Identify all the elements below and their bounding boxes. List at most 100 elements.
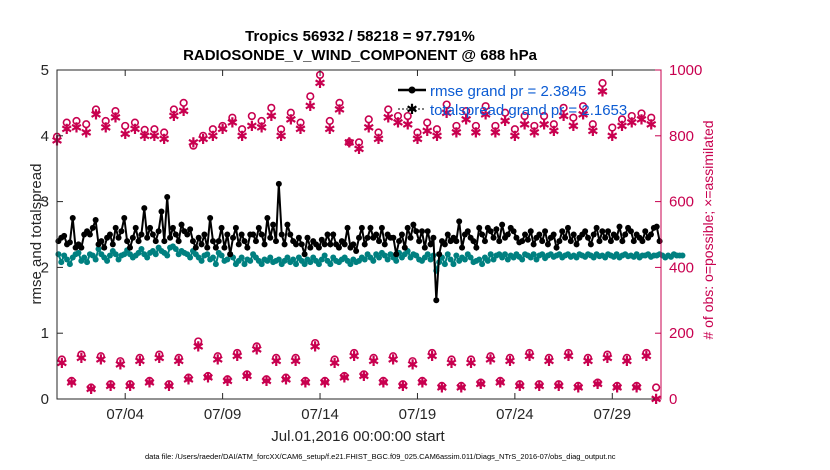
obs-possible-point — [164, 380, 174, 389]
rmse-point — [109, 241, 116, 248]
rmse-point — [356, 234, 362, 241]
rmse-point — [284, 221, 291, 228]
obs-assimilated-point: ✱ — [538, 117, 550, 133]
rmse-point — [647, 231, 654, 238]
rmse-point — [92, 217, 99, 224]
spread-point — [92, 256, 99, 263]
obs-assimilated-point: ✱ — [582, 354, 594, 370]
obs-assimilated-point: ✱ — [504, 354, 516, 370]
obs-possible-point — [559, 103, 568, 112]
obs-assimilated-point: ✱ — [650, 392, 662, 408]
spread-point — [293, 261, 300, 268]
rmse-point — [590, 231, 597, 238]
obs-possible-point — [364, 115, 373, 124]
obs-possible-point — [291, 353, 300, 362]
rmse-point — [204, 244, 211, 251]
obs-possible-point — [617, 115, 627, 124]
rmse-point — [135, 238, 142, 245]
rmse-point — [121, 215, 128, 222]
y-tick-label: 4 — [41, 128, 49, 145]
obs-possible-point — [286, 108, 295, 117]
obs-possible-point — [301, 376, 310, 386]
obs-assimilated-point: ✱ — [616, 119, 628, 135]
obs-possible-point — [72, 116, 81, 126]
rmse-point — [559, 228, 566, 235]
obs-possible-point — [350, 348, 359, 358]
rmse-point — [221, 244, 228, 251]
obs-possible-point — [359, 370, 368, 379]
x-tick-label: 07/14 — [301, 406, 339, 423]
rmse-point — [155, 228, 162, 235]
x-tick-label: 07/09 — [204, 406, 242, 423]
obs-possible-point — [335, 98, 344, 107]
obs-possible-point — [237, 125, 247, 134]
rmse-point — [275, 180, 282, 187]
rmse-point — [307, 244, 314, 251]
obs-possible-point — [218, 121, 227, 131]
spread-point — [424, 251, 431, 258]
rmse-point — [112, 224, 119, 231]
obs-assimilated-point: ✱ — [397, 379, 409, 395]
rmse-point — [418, 228, 425, 235]
rmse-point — [553, 244, 560, 251]
obs-assimilated-point: ✱ — [373, 132, 385, 148]
obs-possible-point — [632, 381, 641, 390]
spread-point — [218, 252, 225, 259]
rmse-point — [189, 238, 196, 245]
obs-assimilated-point: ✱ — [572, 380, 584, 396]
rmse-point — [656, 238, 663, 245]
obs-possible-point — [262, 375, 271, 384]
spread-point — [461, 256, 468, 263]
obs-possible-point — [140, 125, 149, 134]
obs-possible-point — [199, 131, 208, 140]
rmse-point — [252, 238, 259, 245]
obs-possible-point — [398, 380, 407, 389]
y-right-tick-label: 1000 — [669, 62, 702, 79]
obs-possible-point — [242, 370, 252, 379]
rmse-point — [542, 228, 549, 235]
rmse-point — [361, 241, 368, 248]
obs-possible-point — [96, 352, 105, 361]
obs-possible-point — [306, 92, 315, 101]
obs-assimilated-point: ✱ — [290, 354, 302, 370]
rmse-point — [272, 238, 279, 245]
obs-assimilated-point: ✱ — [377, 376, 389, 392]
obs-assimilated-point: ✱ — [339, 371, 351, 387]
rmse-point — [573, 241, 580, 248]
obs-possible-point — [184, 373, 193, 382]
obs-assimilated-point: ✱ — [329, 356, 341, 372]
legend-rmse-marker — [408, 86, 416, 94]
obs-assimilated-point: ✱ — [494, 376, 506, 392]
obs-assimilated-point: ✱ — [543, 354, 555, 370]
spread-point — [84, 259, 91, 266]
obs-possible-point — [203, 371, 213, 381]
rmse-point — [207, 215, 214, 222]
rmse-point — [493, 226, 500, 233]
y-right-tick-label: 800 — [669, 128, 694, 145]
spread-point — [484, 257, 491, 264]
rmse-point — [270, 221, 277, 228]
obs-possible-point — [442, 100, 451, 109]
obs-possible-point — [384, 105, 393, 114]
obs-assimilated-point: ✱ — [426, 349, 438, 365]
obs-assimilated-point: ✱ — [56, 356, 68, 372]
obs-assimilated-point: ✱ — [509, 129, 521, 145]
rmse-point — [510, 228, 517, 235]
rmse-point — [198, 241, 205, 248]
rmse-point — [499, 221, 506, 228]
obs-assimilated-point: ✱ — [621, 354, 633, 370]
rmse-point — [381, 241, 388, 248]
obs-possible-point — [379, 376, 388, 386]
obs-assimilated-point: ✱ — [441, 106, 453, 122]
spread-series — [55, 243, 686, 275]
y-tick-label: 2 — [41, 259, 49, 276]
rmse-point — [364, 234, 371, 241]
obs-assimilated-point: ✱ — [139, 129, 151, 145]
spread-point — [138, 245, 145, 252]
obs-assimilated-point: ✱ — [319, 376, 331, 392]
spread-point — [315, 261, 322, 268]
rmse-point — [318, 236, 325, 243]
y-right-tick-label: 200 — [669, 325, 694, 342]
spread-point — [275, 256, 282, 263]
